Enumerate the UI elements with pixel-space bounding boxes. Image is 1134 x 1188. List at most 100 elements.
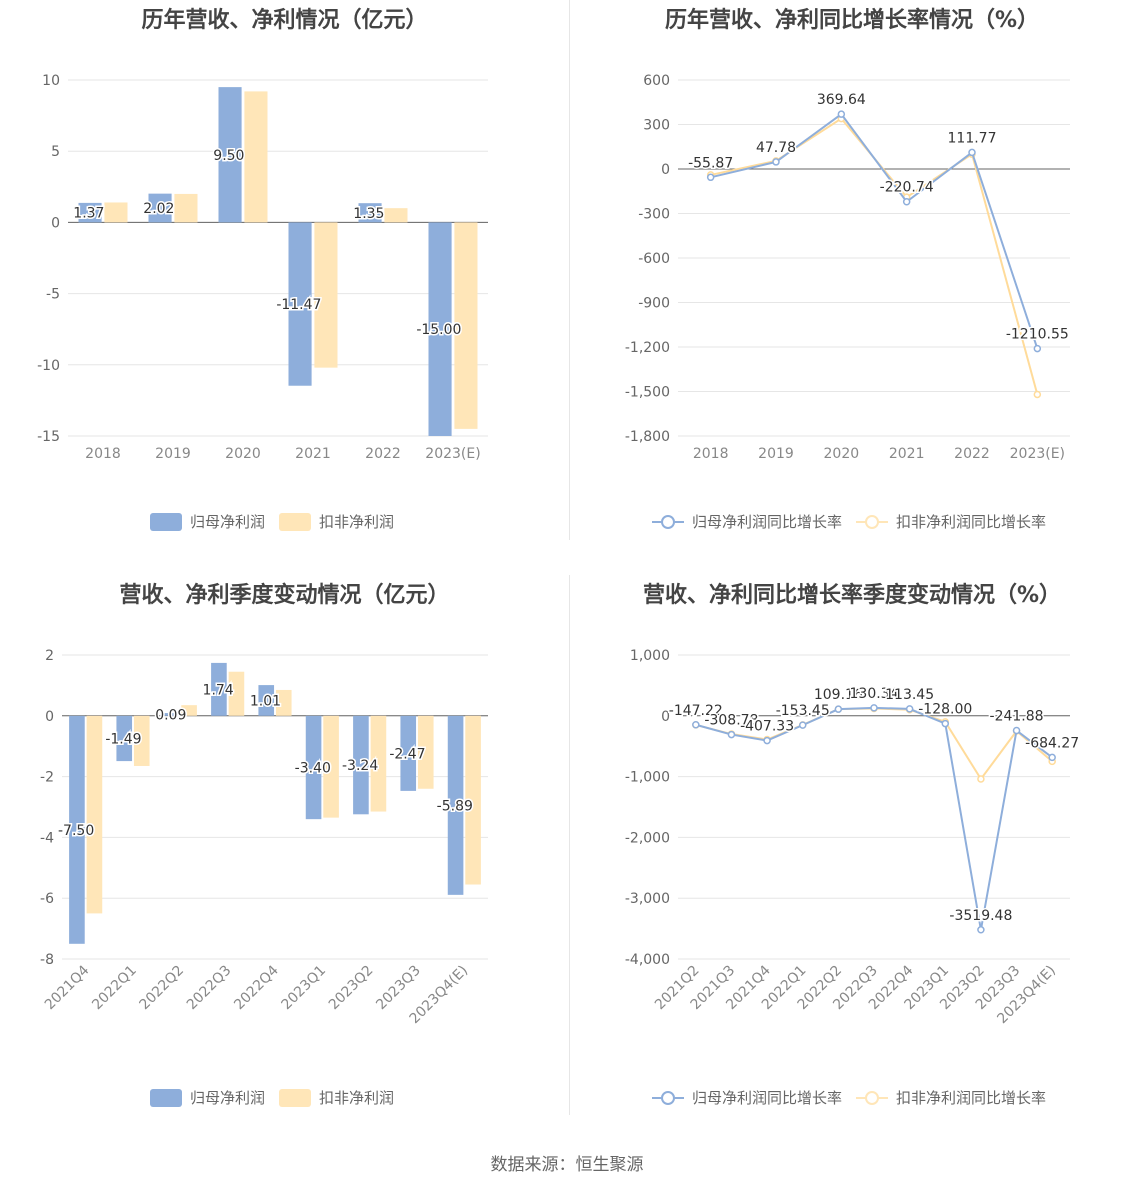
legend-swatch-primary [150,512,182,531]
bar-primary [305,715,322,820]
legend-item-primary[interactable]: 归母净利润 [150,511,265,532]
point-primary [968,148,976,157]
data-label: -1210.55 [1006,327,1069,343]
y-tick-label: -6 [40,891,54,907]
chart-quarterly-profit: 2 0 -2 -4 -6 -82021Q42022Q12022Q22022Q32022Q4… [40,648,488,1027]
legend-label: 扣非净利润同比增长率 [896,1089,1047,1107]
legend-label: 归母净利润 [190,513,266,531]
point-primary [772,158,780,166]
series-line-primary [695,706,1053,930]
data-label: -3519.48 [949,908,1012,924]
point-primary [1012,726,1021,735]
chart-quarterly-growth: 1,0000-1,000-2,000-3,000-4,0002021Q22021… [625,648,1081,1027]
y-tick-label: -8 [40,952,54,968]
point-secondary [977,775,985,783]
bar-primary [358,203,382,223]
bar-secondary [244,91,268,223]
panel-quarterly-profit: 营收、净利季度变动情况（亿元） 2 0 -2 -4 -6 -8 2021Q4 2022Q1 20… [0,575,569,1135]
point-primary [798,721,807,729]
legend-line-secondary [856,1089,889,1107]
data-label: 9.50 [213,148,244,164]
y-tick-label: -3,000 [625,891,670,907]
x-tick-label: 2022Q1 [89,963,140,1014]
bar-primary [218,87,242,223]
bar-primary [78,202,102,223]
data-label: -3.40 [295,760,331,776]
bar-secondary [86,715,103,914]
point-primary [763,736,771,745]
x-tick-label: 2023(E) [1010,446,1065,462]
legend: 归母净利润 扣非净利润 [150,511,394,532]
x-tick-label: 2022Q2 [137,963,188,1014]
y-tick-label: -1,500 [625,385,670,401]
point-primary [692,721,700,729]
series-line-secondary [710,117,1039,395]
y-tick-label: -600 [638,251,670,267]
bar-secondary [314,222,338,368]
legend-item-primary[interactable]: 归母净利润同比增长率 [652,511,842,532]
y-tick-label: 0 [51,215,60,231]
divider-bottom [569,575,570,1115]
legend-line-primary [652,513,684,531]
y-tick-label: -1,000 [625,770,670,786]
x-tick-label: 2018 [85,446,121,462]
divider-top [569,0,570,540]
data-source: 数据来源：恒生聚源 [490,1155,644,1175]
bar-primary [258,685,275,716]
x-tick-label: 2023Q1 [279,963,330,1014]
bar-primary [211,662,227,716]
legend-item-primary[interactable]: 归母净利润同比增长率 [652,1087,842,1108]
y-tick-label: -10 [37,358,60,374]
data-label: 2.02 [143,201,174,217]
panel-annual-profit: 历年营收、净利情况（亿元） 10 5 0 -5 -10 -15 2018 2019 2020 20… [0,0,569,560]
bar-secondary [370,715,387,812]
y-tick-label: 600 [643,73,670,89]
data-label: 1.37 [73,206,104,222]
x-tick-label: 2018 [693,446,729,462]
data-label: -220.74 [880,180,934,196]
legend-item-secondary[interactable]: 扣非净利润 [279,1087,394,1108]
bar-primary [288,222,312,386]
data-label: 130.34 [850,686,899,702]
x-tick-label: 2022Q3 [184,963,235,1014]
chart-title: 营收、净利季度变动情况（亿元） [119,583,450,608]
legend-item-primary[interactable]: 归母净利润 [150,1087,265,1108]
point-primary [1048,753,1056,762]
data-label: -55.87 [688,155,733,171]
x-tick-label: 2019 [758,446,794,462]
legend-swatch-secondary [279,1088,312,1107]
bar-secondary [181,705,197,716]
legend-item-secondary[interactable]: 扣非净利润 [279,511,394,532]
legend-label: 扣非净利润 [319,1089,395,1107]
y-tick-label: -4 [40,830,54,846]
data-label: -407.33 [740,719,794,735]
legend-swatch-secondary [279,512,312,531]
x-tick-label: 2023Q2 [326,963,377,1014]
data-label: 1.35 [353,206,384,222]
x-tick-label: 2021 [889,446,925,462]
legend-label: 扣非净利润同比增长率 [896,513,1047,531]
x-tick-label: 2022 [954,446,990,462]
y-tick-label: 0 [45,709,54,725]
bar-primary [69,715,85,944]
legend-item-secondary[interactable]: 扣非净利润同比增长率 [856,1087,1046,1108]
legend-line-secondary [856,513,889,531]
data-label: -3.24 [342,758,378,774]
bar-primary [400,715,417,791]
x-tick-label: 2020 [225,446,261,462]
data-label: 113.45 [885,687,934,703]
point-primary [834,705,843,713]
panel-annual-growth: 历年营收、净利同比增长率情况（%） 600 300 0 -300 -600 -900 -1,… [570,0,1134,560]
legend-item-secondary[interactable]: 扣非净利润同比增长率 [856,511,1046,532]
bar-secondary [384,208,408,223]
chart-annual-profit: 10 5 0 -5 -10 -15 2018 2019 2020 2021 2022 2023(E) 1… [37,73,488,462]
data-label: -1.49 [105,731,141,747]
data-label: -2.47 [389,746,425,762]
data-label: 1.01 [250,693,281,709]
y-tick-label: -4,000 [625,952,670,968]
x-tick-label: 2022 [365,446,401,462]
y-tick-label: -1,800 [625,429,670,445]
legend-label: 归母净利润同比增长率 [692,1089,843,1107]
chart-annual-growth: 600 300 0 -300 -600 -900 -1,200 -1,500 -1,800 201… [625,73,1070,462]
y-tick-label: 2 [45,648,54,664]
